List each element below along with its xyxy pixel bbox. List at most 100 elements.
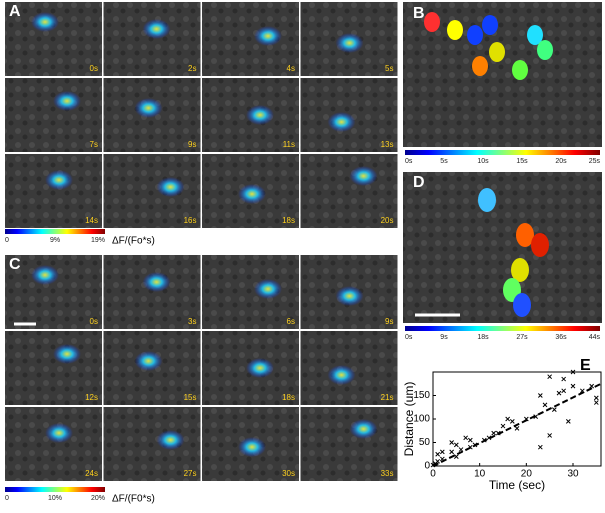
time-label: 5s — [385, 64, 393, 73]
colorbar-tick-label: 25s — [589, 158, 601, 165]
point — [589, 383, 595, 389]
colorbar-tick-label: 5s — [440, 158, 448, 165]
activity-blob — [238, 437, 266, 457]
activity-blob — [327, 365, 356, 385]
point — [570, 383, 576, 389]
activity-blob — [531, 233, 549, 257]
panel-label: E — [580, 357, 591, 374]
activity-blob — [134, 98, 163, 118]
time-label: 7s — [90, 140, 98, 149]
colorbar-label: ΔF/(Fo*s) — [112, 236, 155, 247]
activity-blob — [254, 26, 282, 46]
plot-frame — [432, 371, 602, 467]
activity-blob — [335, 286, 364, 306]
colorbar — [5, 229, 105, 234]
colorbar-tick-label: 44s — [589, 334, 601, 341]
image-tile — [202, 255, 299, 329]
x-tick-label: 0 — [430, 469, 436, 480]
panels: 0s 2s 4s 5s 7s 9s 11s 13s 14s 16s 18s 20s A 0 9% 19% ΔF/… — [5, 2, 602, 505]
image-tile — [103, 407, 201, 481]
x-tick-label: 10 — [474, 469, 486, 480]
time-label: 2s — [188, 64, 196, 73]
activity-blob — [478, 188, 496, 212]
time-label: 24s — [85, 469, 98, 478]
y-tick-label: 100 — [413, 414, 430, 425]
colorbar-tick-label: 0s — [405, 334, 413, 341]
point — [537, 444, 543, 450]
activity-blob — [489, 42, 505, 62]
point — [561, 388, 567, 394]
panel-label: C — [9, 256, 21, 273]
activity-blob — [335, 33, 364, 53]
activity-blob — [467, 25, 483, 45]
activity-blob — [246, 358, 274, 378]
colorbar-tick-label: 10% — [48, 495, 62, 502]
colorbar-tick-label: 27s — [516, 334, 528, 341]
point — [561, 376, 567, 382]
activity-blob — [472, 56, 488, 76]
point — [542, 402, 548, 408]
activity-blob — [142, 272, 171, 292]
activity-blob — [527, 25, 543, 45]
point — [449, 449, 455, 455]
point — [435, 458, 441, 464]
time-label: 33s — [381, 469, 394, 478]
activity-blob — [53, 91, 81, 111]
point — [435, 451, 441, 457]
colorbar-tick-label: 0s — [405, 158, 413, 165]
activity-blob — [134, 351, 163, 371]
time-label: 0s — [90, 317, 98, 326]
image-tile — [103, 2, 201, 76]
image-tile — [5, 154, 102, 228]
activity-blob — [327, 112, 356, 132]
time-label: 14s — [85, 216, 98, 225]
time-label: 4s — [287, 64, 295, 73]
colorbar-tick-label: 36s — [555, 334, 567, 341]
point — [505, 416, 511, 422]
time-label: 11s — [283, 140, 295, 149]
image-tile — [5, 78, 102, 152]
point — [514, 426, 520, 431]
activity-blob — [424, 12, 440, 32]
time-label: 3s — [188, 317, 196, 326]
colorbar-tick-label: 19% — [91, 237, 105, 244]
colorbar — [405, 326, 600, 331]
x-axis-label: Time (sec) — [489, 478, 545, 492]
activity-blob — [246, 105, 274, 125]
activity-blob — [254, 279, 282, 299]
y-axis-label: Distance (um) — [402, 382, 416, 457]
y-tick-label: 150 — [413, 390, 430, 401]
point — [449, 440, 455, 445]
point — [556, 390, 562, 396]
activity-blob — [447, 20, 463, 40]
activity-blob — [511, 258, 529, 282]
colorbar-tick-label: 0 — [5, 495, 9, 502]
image-tile — [103, 255, 201, 329]
time-label: 30s — [282, 469, 295, 478]
time-label: 6s — [287, 317, 295, 326]
x-tick-label: 20 — [521, 469, 533, 480]
colorbar-tick-label: 20% — [91, 495, 105, 502]
image-tile — [103, 154, 201, 228]
point — [593, 395, 599, 401]
time-label: 18s — [282, 216, 295, 225]
point — [467, 437, 473, 443]
colorbar-label: ΔF/(F0*s) — [112, 494, 155, 505]
point — [491, 430, 497, 436]
image-D — [403, 172, 602, 323]
point — [500, 423, 506, 429]
panel-label: B — [413, 5, 425, 22]
colorbar-tick-label: 9s — [440, 334, 448, 341]
image-tile — [300, 154, 398, 228]
x-tick-label: 30 — [567, 469, 579, 480]
point — [453, 442, 459, 448]
colorbar-tick-label: 15s — [516, 158, 528, 165]
fit-line — [432, 382, 602, 467]
activity-blob — [31, 265, 59, 285]
activity-blob — [482, 15, 498, 35]
point — [486, 435, 492, 441]
time-label: 0s — [90, 64, 98, 73]
point — [537, 393, 543, 398]
y-tick-label: 0 — [424, 461, 430, 472]
panel-label: A — [9, 3, 21, 20]
